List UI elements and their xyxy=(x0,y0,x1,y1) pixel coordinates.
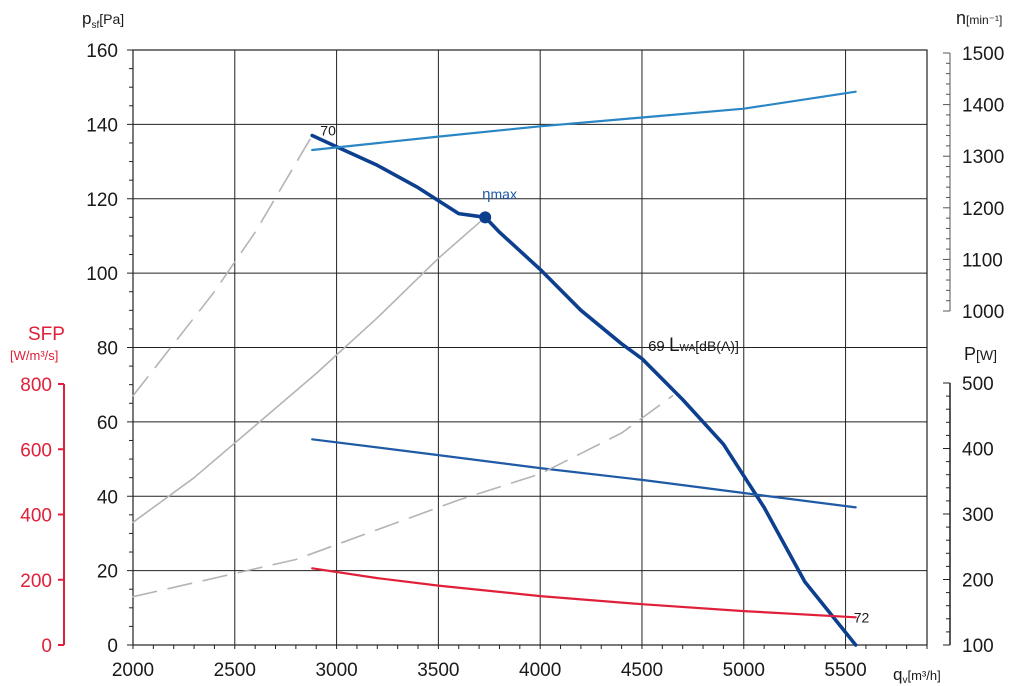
annotation-eta-symbol: η xyxy=(482,186,490,203)
tick-label-pressure: 80 xyxy=(97,339,118,360)
tick-label-x: 3500 xyxy=(417,660,459,681)
curve-parabola-2 xyxy=(132,216,486,524)
tick-label-sfp: 800 xyxy=(20,375,52,396)
curve-power xyxy=(311,438,857,509)
tick-label-pressure: 120 xyxy=(86,190,118,211)
tick-label-power: 500 xyxy=(962,374,994,395)
axis-title-pressure-symbol: p xyxy=(82,9,91,28)
annotation-sound-unit: [dB(A)] xyxy=(695,338,739,354)
annotation-value: 72 xyxy=(854,610,870,626)
tick-label-sfp: 400 xyxy=(20,506,52,527)
tick-label-power: 200 xyxy=(962,571,994,592)
axis-title-pressure: psf[Pa] xyxy=(82,9,124,31)
tick-label-pressure: 0 xyxy=(107,636,118,657)
axis-title-power-unit: [W] xyxy=(976,347,997,363)
tick-label-x: 3000 xyxy=(315,660,357,681)
eta-max-marker xyxy=(479,211,492,224)
tick-label-speed: 1400 xyxy=(962,96,1004,117)
axis-title-sfp: SFP xyxy=(28,324,65,345)
annotation-sound-sub: WA xyxy=(680,343,696,354)
curve-pressure xyxy=(310,133,858,647)
labels: 70 ηmax 69 LWA[dB(A)] 72 xyxy=(320,123,869,626)
tick-label-sfp: 600 xyxy=(20,440,52,461)
tick-label-pressure: 40 xyxy=(97,487,118,508)
axis-title-speed-symbol: n xyxy=(956,8,966,28)
axis-title-power: P[W] xyxy=(964,344,997,364)
tick-label-sfp: 200 xyxy=(20,571,52,592)
tick-label-power: 100 xyxy=(962,636,994,657)
axis-title-pressure-unit: [Pa] xyxy=(99,11,124,27)
annotation-sound-value: 69 xyxy=(648,338,669,355)
grid xyxy=(127,49,928,649)
curve-sfp xyxy=(311,567,857,619)
axis-title-power-symbol: P xyxy=(964,344,976,364)
axis-title-flow-sub: v xyxy=(902,675,907,686)
tick-label-x: 4500 xyxy=(621,660,663,681)
axis-title-flow-unit: [m³/h] xyxy=(907,668,940,683)
tick-label-x: 4000 xyxy=(519,660,561,681)
annotation-2: 69 LWA[dB(A)] xyxy=(648,335,739,356)
annotation-value: 70 xyxy=(320,123,336,139)
annotation-eta-sub: max xyxy=(491,186,517,202)
annotation-sound-symbol: L xyxy=(669,335,680,356)
annotation-0: 70 xyxy=(320,123,336,139)
tick-label-pressure: 100 xyxy=(86,264,118,285)
tick-label-pressure: 20 xyxy=(97,562,118,583)
tick-label-x: 5500 xyxy=(824,660,866,681)
tick-label-pressure: 160 xyxy=(86,41,118,62)
axis-title-sfp-unit: [W/m³/s] xyxy=(10,348,58,363)
axis-title-flow-symbol: q xyxy=(893,665,902,684)
tick-label-power: 400 xyxy=(962,440,994,461)
tick-label-power: 300 xyxy=(962,505,994,526)
axis-title-speed: n[min⁻¹] xyxy=(956,8,1002,28)
axis-title-speed-unit: [min⁻¹] xyxy=(966,13,1002,27)
tick-label-speed: 1100 xyxy=(962,250,1003,271)
tick-label-speed: 1500 xyxy=(962,44,1004,65)
tick-label-speed: 1000 xyxy=(962,302,1004,323)
annotation-3: 72 xyxy=(854,610,870,626)
axis-title-flow: qv[m³/h] xyxy=(893,665,941,686)
tick-label-x: 2500 xyxy=(214,660,256,681)
curve-parabola-3 xyxy=(132,395,674,598)
curves xyxy=(132,90,858,647)
tick-label-speed: 1200 xyxy=(962,199,1004,220)
annotation-1: ηmax xyxy=(482,186,517,203)
tick-label-sfp: 0 xyxy=(41,636,52,657)
tick-label-x: 2000 xyxy=(112,660,154,681)
axis-title-pressure-sub: sf xyxy=(91,20,99,31)
tick-label-speed: 1300 xyxy=(962,147,1004,168)
tick-label-pressure: 140 xyxy=(86,115,118,136)
curve-speed xyxy=(311,90,857,152)
curve-parabola-1 xyxy=(132,134,313,397)
tick-label-pressure: 60 xyxy=(97,413,118,434)
tick-label-x: 5000 xyxy=(723,660,765,681)
